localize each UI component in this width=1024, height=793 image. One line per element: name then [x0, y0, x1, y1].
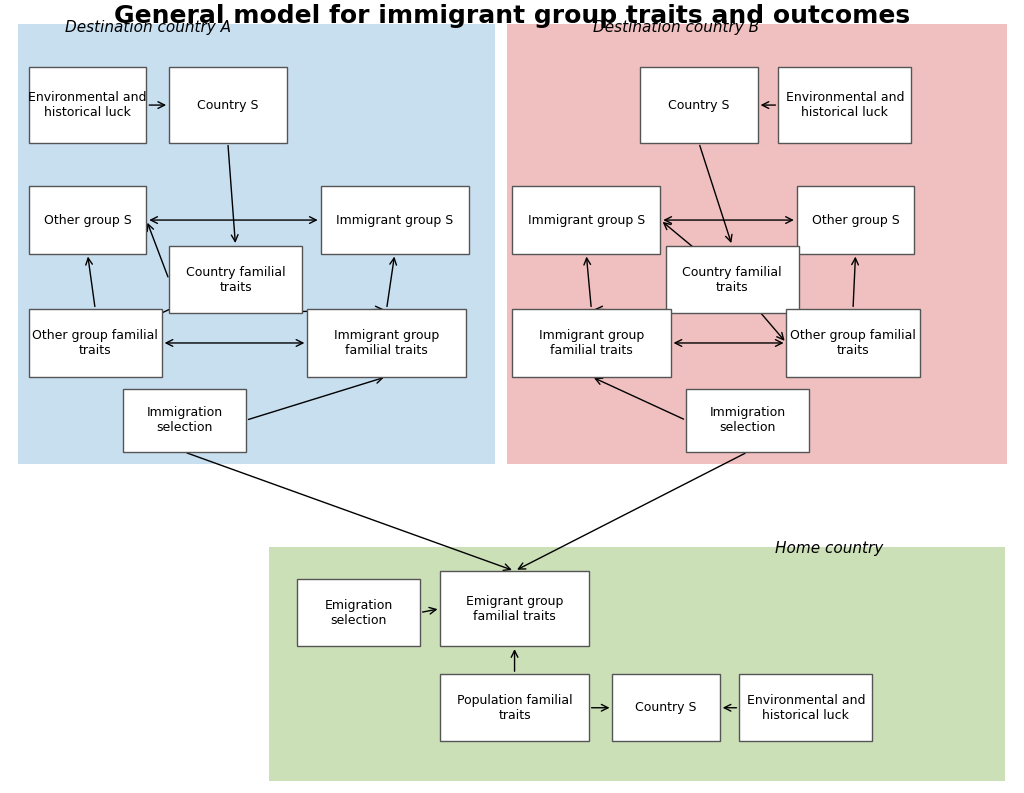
Text: Other group S: Other group S — [812, 213, 899, 227]
Text: Home country: Home country — [775, 541, 884, 556]
Text: Country S: Country S — [197, 98, 259, 112]
Text: Country familial
traits: Country familial traits — [682, 266, 782, 293]
Text: General model for immigrant group traits and outcomes: General model for immigrant group traits… — [114, 4, 910, 28]
Text: Immigrant group S: Immigrant group S — [336, 213, 454, 227]
FancyBboxPatch shape — [786, 309, 920, 377]
FancyBboxPatch shape — [297, 579, 420, 646]
Text: Other group familial
traits: Other group familial traits — [791, 329, 915, 357]
FancyBboxPatch shape — [778, 67, 911, 143]
Text: Country familial
traits: Country familial traits — [185, 266, 286, 293]
Text: Emigrant group
familial traits: Emigrant group familial traits — [466, 595, 563, 623]
FancyBboxPatch shape — [307, 309, 466, 377]
Text: Country S: Country S — [668, 98, 730, 112]
Text: Environmental and
historical luck: Environmental and historical luck — [746, 694, 865, 722]
FancyBboxPatch shape — [29, 309, 162, 377]
Text: Other group familial
traits: Other group familial traits — [33, 329, 158, 357]
Text: Immigration
selection: Immigration selection — [710, 406, 785, 435]
FancyBboxPatch shape — [686, 389, 809, 452]
Text: Immigrant group
familial traits: Immigrant group familial traits — [334, 329, 439, 357]
Text: Country S: Country S — [635, 701, 697, 714]
FancyBboxPatch shape — [123, 389, 246, 452]
Text: Other group S: Other group S — [44, 213, 131, 227]
FancyBboxPatch shape — [18, 24, 495, 464]
FancyBboxPatch shape — [440, 571, 589, 646]
FancyBboxPatch shape — [612, 674, 720, 741]
Text: Immigrant group
familial traits: Immigrant group familial traits — [539, 329, 644, 357]
FancyBboxPatch shape — [640, 67, 758, 143]
Text: Immigration
selection: Immigration selection — [146, 406, 222, 435]
FancyBboxPatch shape — [512, 309, 671, 377]
FancyBboxPatch shape — [666, 246, 799, 313]
Text: Emigration
selection: Emigration selection — [325, 599, 392, 626]
FancyBboxPatch shape — [512, 186, 660, 254]
FancyBboxPatch shape — [440, 674, 589, 741]
Text: Destination country A: Destination country A — [66, 20, 231, 35]
FancyBboxPatch shape — [321, 186, 469, 254]
FancyBboxPatch shape — [739, 674, 872, 741]
FancyBboxPatch shape — [29, 186, 146, 254]
Text: Population familial
traits: Population familial traits — [457, 694, 572, 722]
FancyBboxPatch shape — [507, 24, 1007, 464]
Text: Immigrant group S: Immigrant group S — [527, 213, 645, 227]
FancyBboxPatch shape — [29, 67, 146, 143]
FancyBboxPatch shape — [169, 67, 287, 143]
FancyBboxPatch shape — [797, 186, 914, 254]
FancyBboxPatch shape — [169, 246, 302, 313]
Text: Environmental and
historical luck: Environmental and historical luck — [785, 91, 904, 119]
FancyBboxPatch shape — [269, 547, 1005, 781]
Text: Environmental and
historical luck: Environmental and historical luck — [29, 91, 146, 119]
Text: Destination country B: Destination country B — [593, 20, 759, 35]
